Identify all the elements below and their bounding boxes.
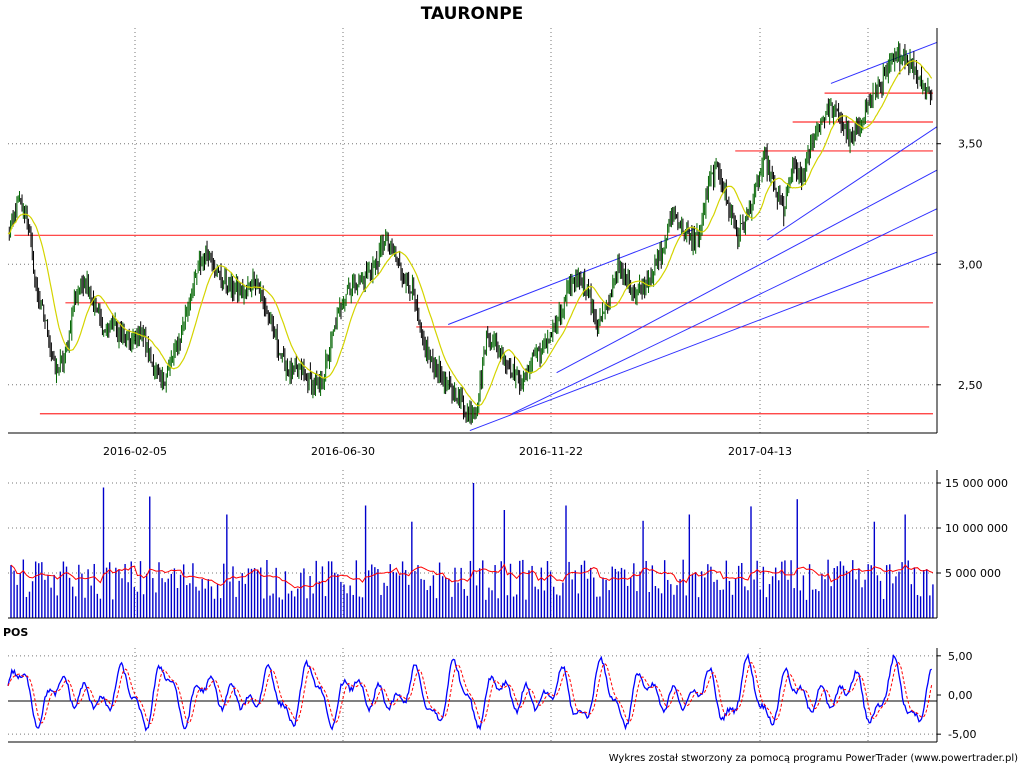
pos-y-tick-0: 5,00 (948, 650, 973, 663)
volume-moving-average (10, 563, 934, 589)
pos-y-tick-labels: 5,00 0,00 -5,00 (937, 650, 976, 741)
trend-line-1 (511, 208, 938, 415)
price-x-tick-0: 2016-02-05 (103, 445, 167, 458)
price-moving-average (7, 60, 933, 407)
trend-line-3 (766, 126, 938, 241)
volume-y-tick-2: 15 000 000 (945, 477, 1008, 490)
volume-y-tick-labels: 5 000 000 10 000 000 15 000 000 (937, 477, 1008, 580)
pos-y-tick-1: 0,00 (948, 689, 973, 702)
volume-panel: 5 000 000 10 000 000 15 000 000 (8, 470, 1008, 619)
price-x-tick-3: 2017-04-13 (728, 445, 792, 458)
price-y-tick-2: 3,50 (958, 138, 983, 151)
pos-series-2 (7, 661, 933, 725)
price-y-tick-labels: 2,50 3,00 3,50 (937, 138, 983, 392)
price-y-tick-0: 2,50 (958, 379, 983, 392)
pos-grid (8, 648, 937, 742)
volume-y-tick-1: 10 000 000 (945, 522, 1008, 535)
price-x-tick-labels: 2016-02-05 2016-06-30 2016-11-22 2017-04-13 (103, 445, 792, 458)
trend-line-0 (469, 251, 938, 432)
pos-title: POS (3, 626, 28, 639)
pos-y-tick-2: -5,00 (948, 728, 976, 741)
pos-series-1 (7, 652, 933, 732)
trend-lines (447, 41, 938, 432)
volume-bars (10, 483, 934, 618)
price-grid (8, 28, 937, 433)
price-x-tick-2: 2016-11-22 (519, 445, 583, 458)
price-panel: 2016-02-05 2016-06-30 2016-11-22 2017-04-13… (7, 28, 983, 458)
chart-title: TAURONPE (421, 4, 524, 24)
footer-credit: Wykres został stworzony za pomocą progra… (609, 753, 1018, 764)
pos-panel: POS 5,00 0,00 -5,00 (3, 626, 976, 743)
trend-line-4 (447, 227, 698, 325)
price-y-tick-1: 3,00 (958, 258, 983, 271)
volume-y-tick-0: 5 000 000 (945, 567, 1001, 580)
trend-line-2 (556, 169, 938, 374)
support-resistance-lines (14, 92, 933, 415)
price-x-tick-1: 2016-06-30 (311, 445, 375, 458)
trend-line-5 (830, 41, 938, 84)
price-bars (8, 41, 933, 425)
